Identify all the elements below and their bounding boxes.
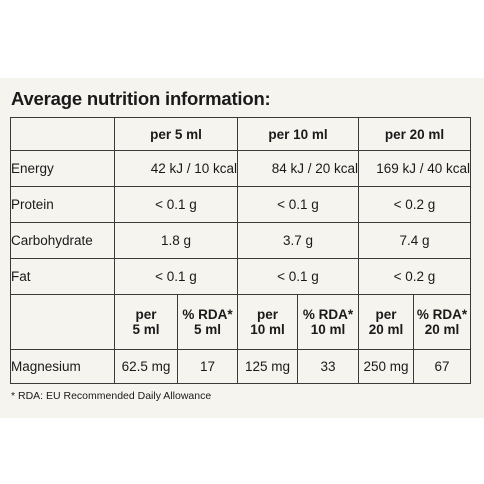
value-10ml: 3.7 g [237,222,359,259]
subheader-rda-10ml: % RDA* 10 ml [297,294,359,350]
header-per-10ml: per 10 ml [237,117,359,151]
subheader-row: per 5 ml % RDA* 5 ml per 10 ml % RDA* 10 ml … [10,294,471,350]
subheader-per-5ml: per 5 ml [114,294,178,350]
table-heading: Average nutrition information: [11,88,271,109]
magnesium-rda-10ml: 33 [297,349,359,384]
value-20ml: < 0.2 g [358,186,471,223]
value-20ml: < 0.2 g [358,258,471,295]
value-20ml: 169 kJ / 40 kcal [358,150,471,187]
table-row-fat: Fat < 0.1 g < 0.1 g < 0.2 g [10,258,471,295]
row-label: Carbohydrate [10,222,115,259]
subheader-blank [10,294,115,350]
row-label: Energy [10,150,115,187]
row-label: Fat [10,258,115,295]
value-10ml: 84 kJ / 20 kcal [237,150,359,187]
header-row: per 5 ml per 10 ml per 20 ml [10,117,471,151]
magnesium-per-20ml: 250 mg [358,349,414,384]
magnesium-rda-20ml: 67 [413,349,471,384]
value-5ml: 42 kJ / 10 kcal [114,150,238,187]
row-label: Magnesium [10,349,115,384]
subheader-per-10ml: per 10 ml [237,294,298,350]
header-per-5ml: per 5 ml [114,117,238,151]
value-5ml: < 0.1 g [114,186,238,223]
nutrition-table: per 5 ml per 10 ml per 20 ml Energy 42 k… [10,117,471,384]
value-10ml: < 0.1 g [237,186,359,223]
subheader-rda-20ml: % RDA* 20 ml [413,294,471,350]
value-5ml: 1.8 g [114,222,238,259]
magnesium-per-5ml: 62.5 mg [114,349,178,384]
table-row-magnesium: Magnesium 62.5 mg 17 125 mg 33 250 mg 67 [10,349,471,384]
magnesium-rda-5ml: 17 [177,349,238,384]
value-5ml: < 0.1 g [114,258,238,295]
table-row-carbohydrate: Carbohydrate 1.8 g 3.7 g 7.4 g [10,222,471,259]
table-row-protein: Protein < 0.1 g < 0.1 g < 0.2 g [10,186,471,223]
table-row-energy: Energy 42 kJ / 10 kcal 84 kJ / 20 kcal 1… [10,150,471,187]
header-per-20ml: per 20 ml [358,117,471,151]
rda-footnote: * RDA: EU Recommended Daily Allowance [11,390,212,402]
subheader-per-20ml: per 20 ml [358,294,414,350]
value-10ml: < 0.1 g [237,258,359,295]
row-label: Protein [10,186,115,223]
value-20ml: 7.4 g [358,222,471,259]
subheader-rda-5ml: % RDA* 5 ml [177,294,238,350]
header-blank [10,117,115,151]
magnesium-per-10ml: 125 mg [237,349,298,384]
